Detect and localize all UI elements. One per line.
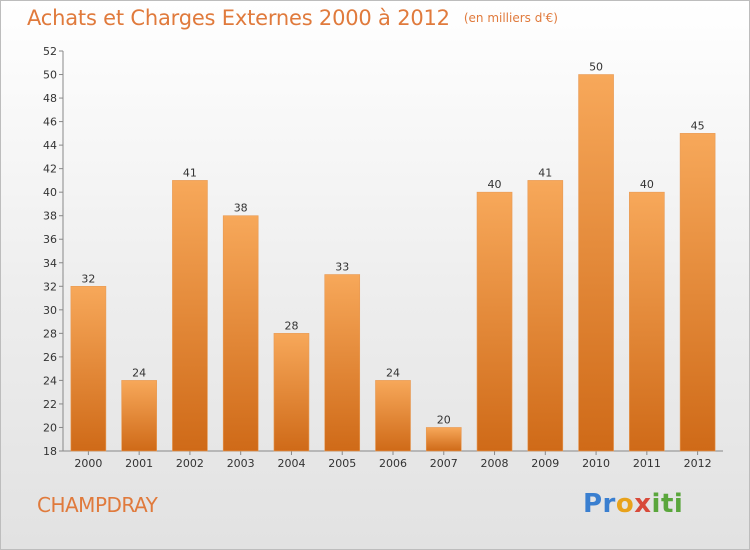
bar	[70, 285, 107, 452]
y-tick-label: 36	[43, 233, 57, 246]
logo-part: iti	[651, 489, 684, 519]
y-tick-label: 24	[43, 374, 57, 387]
bar-value-label: 40	[488, 178, 502, 191]
bar-value-label: 41	[183, 166, 197, 179]
x-tick-label: 2006	[379, 457, 407, 470]
x-tick-label: 2001	[125, 457, 153, 470]
y-tick-label: 20	[43, 421, 57, 434]
logo-part: Pr	[583, 489, 616, 519]
x-tick-label: 2000	[74, 457, 102, 470]
x-tick-label: 2012	[684, 457, 712, 470]
y-tick-label: 26	[43, 351, 57, 364]
y-tick-label: 38	[43, 210, 57, 223]
bar-value-label: 20	[437, 413, 451, 426]
y-tick-label: 32	[43, 280, 57, 293]
bar-value-label: 38	[234, 202, 248, 215]
bar	[476, 191, 513, 452]
commune-name: CHAMPDRAY	[37, 493, 158, 517]
chart-title-text: Achats et Charges Externes 2000 à 2012	[27, 6, 450, 30]
bar-value-label: 32	[81, 272, 95, 285]
bar	[679, 133, 716, 452]
logo-part: x	[634, 489, 652, 519]
bar	[172, 180, 208, 452]
x-tick-label: 2007	[430, 457, 458, 470]
bar-value-label: 33	[335, 261, 349, 274]
y-tick-label: 34	[43, 257, 57, 270]
bar-value-label: 24	[132, 366, 146, 379]
bar	[578, 74, 614, 452]
y-tick-label: 40	[43, 186, 57, 199]
bar-value-label: 50	[589, 61, 603, 74]
bar	[121, 380, 157, 452]
x-tick-label: 2004	[277, 457, 305, 470]
x-tick-label: 2010	[582, 457, 610, 470]
bar-value-label: 41	[538, 166, 552, 179]
y-tick-label: 50	[43, 69, 57, 82]
y-tick-label: 46	[43, 116, 57, 129]
bar-value-label: 24	[386, 366, 400, 379]
x-tick-label: 2002	[176, 457, 204, 470]
x-tick-label: 2008	[481, 457, 509, 470]
bar	[527, 180, 564, 452]
x-tick-label: 2011	[633, 457, 661, 470]
bar	[324, 274, 361, 452]
bar	[222, 215, 259, 452]
chart-title: Achats et Charges Externes 2000 à 2012 (e…	[27, 6, 558, 30]
y-tick-label: 18	[43, 445, 57, 458]
bar	[273, 333, 310, 452]
x-tick-label: 2003	[227, 457, 255, 470]
y-tick-label: 42	[43, 163, 57, 176]
bar-value-label: 45	[691, 119, 705, 132]
bar	[425, 427, 462, 452]
y-tick-label: 30	[43, 304, 57, 317]
bar-value-label: 40	[640, 178, 654, 191]
logo-part: o	[615, 489, 635, 519]
bar-value-label: 28	[284, 319, 298, 332]
y-tick-label: 52	[43, 45, 57, 58]
y-tick-label: 44	[43, 139, 57, 152]
y-tick-label: 22	[43, 398, 57, 411]
bar	[375, 380, 411, 452]
y-tick-label: 48	[43, 92, 57, 105]
proxiti-logo: Proxiti	[583, 489, 683, 519]
y-tick-label: 28	[43, 327, 57, 340]
x-tick-label: 2009	[531, 457, 559, 470]
bar	[629, 191, 665, 452]
chart-unit: (en milliers d'€)	[463, 11, 558, 25]
x-tick-label: 2005	[328, 457, 356, 470]
